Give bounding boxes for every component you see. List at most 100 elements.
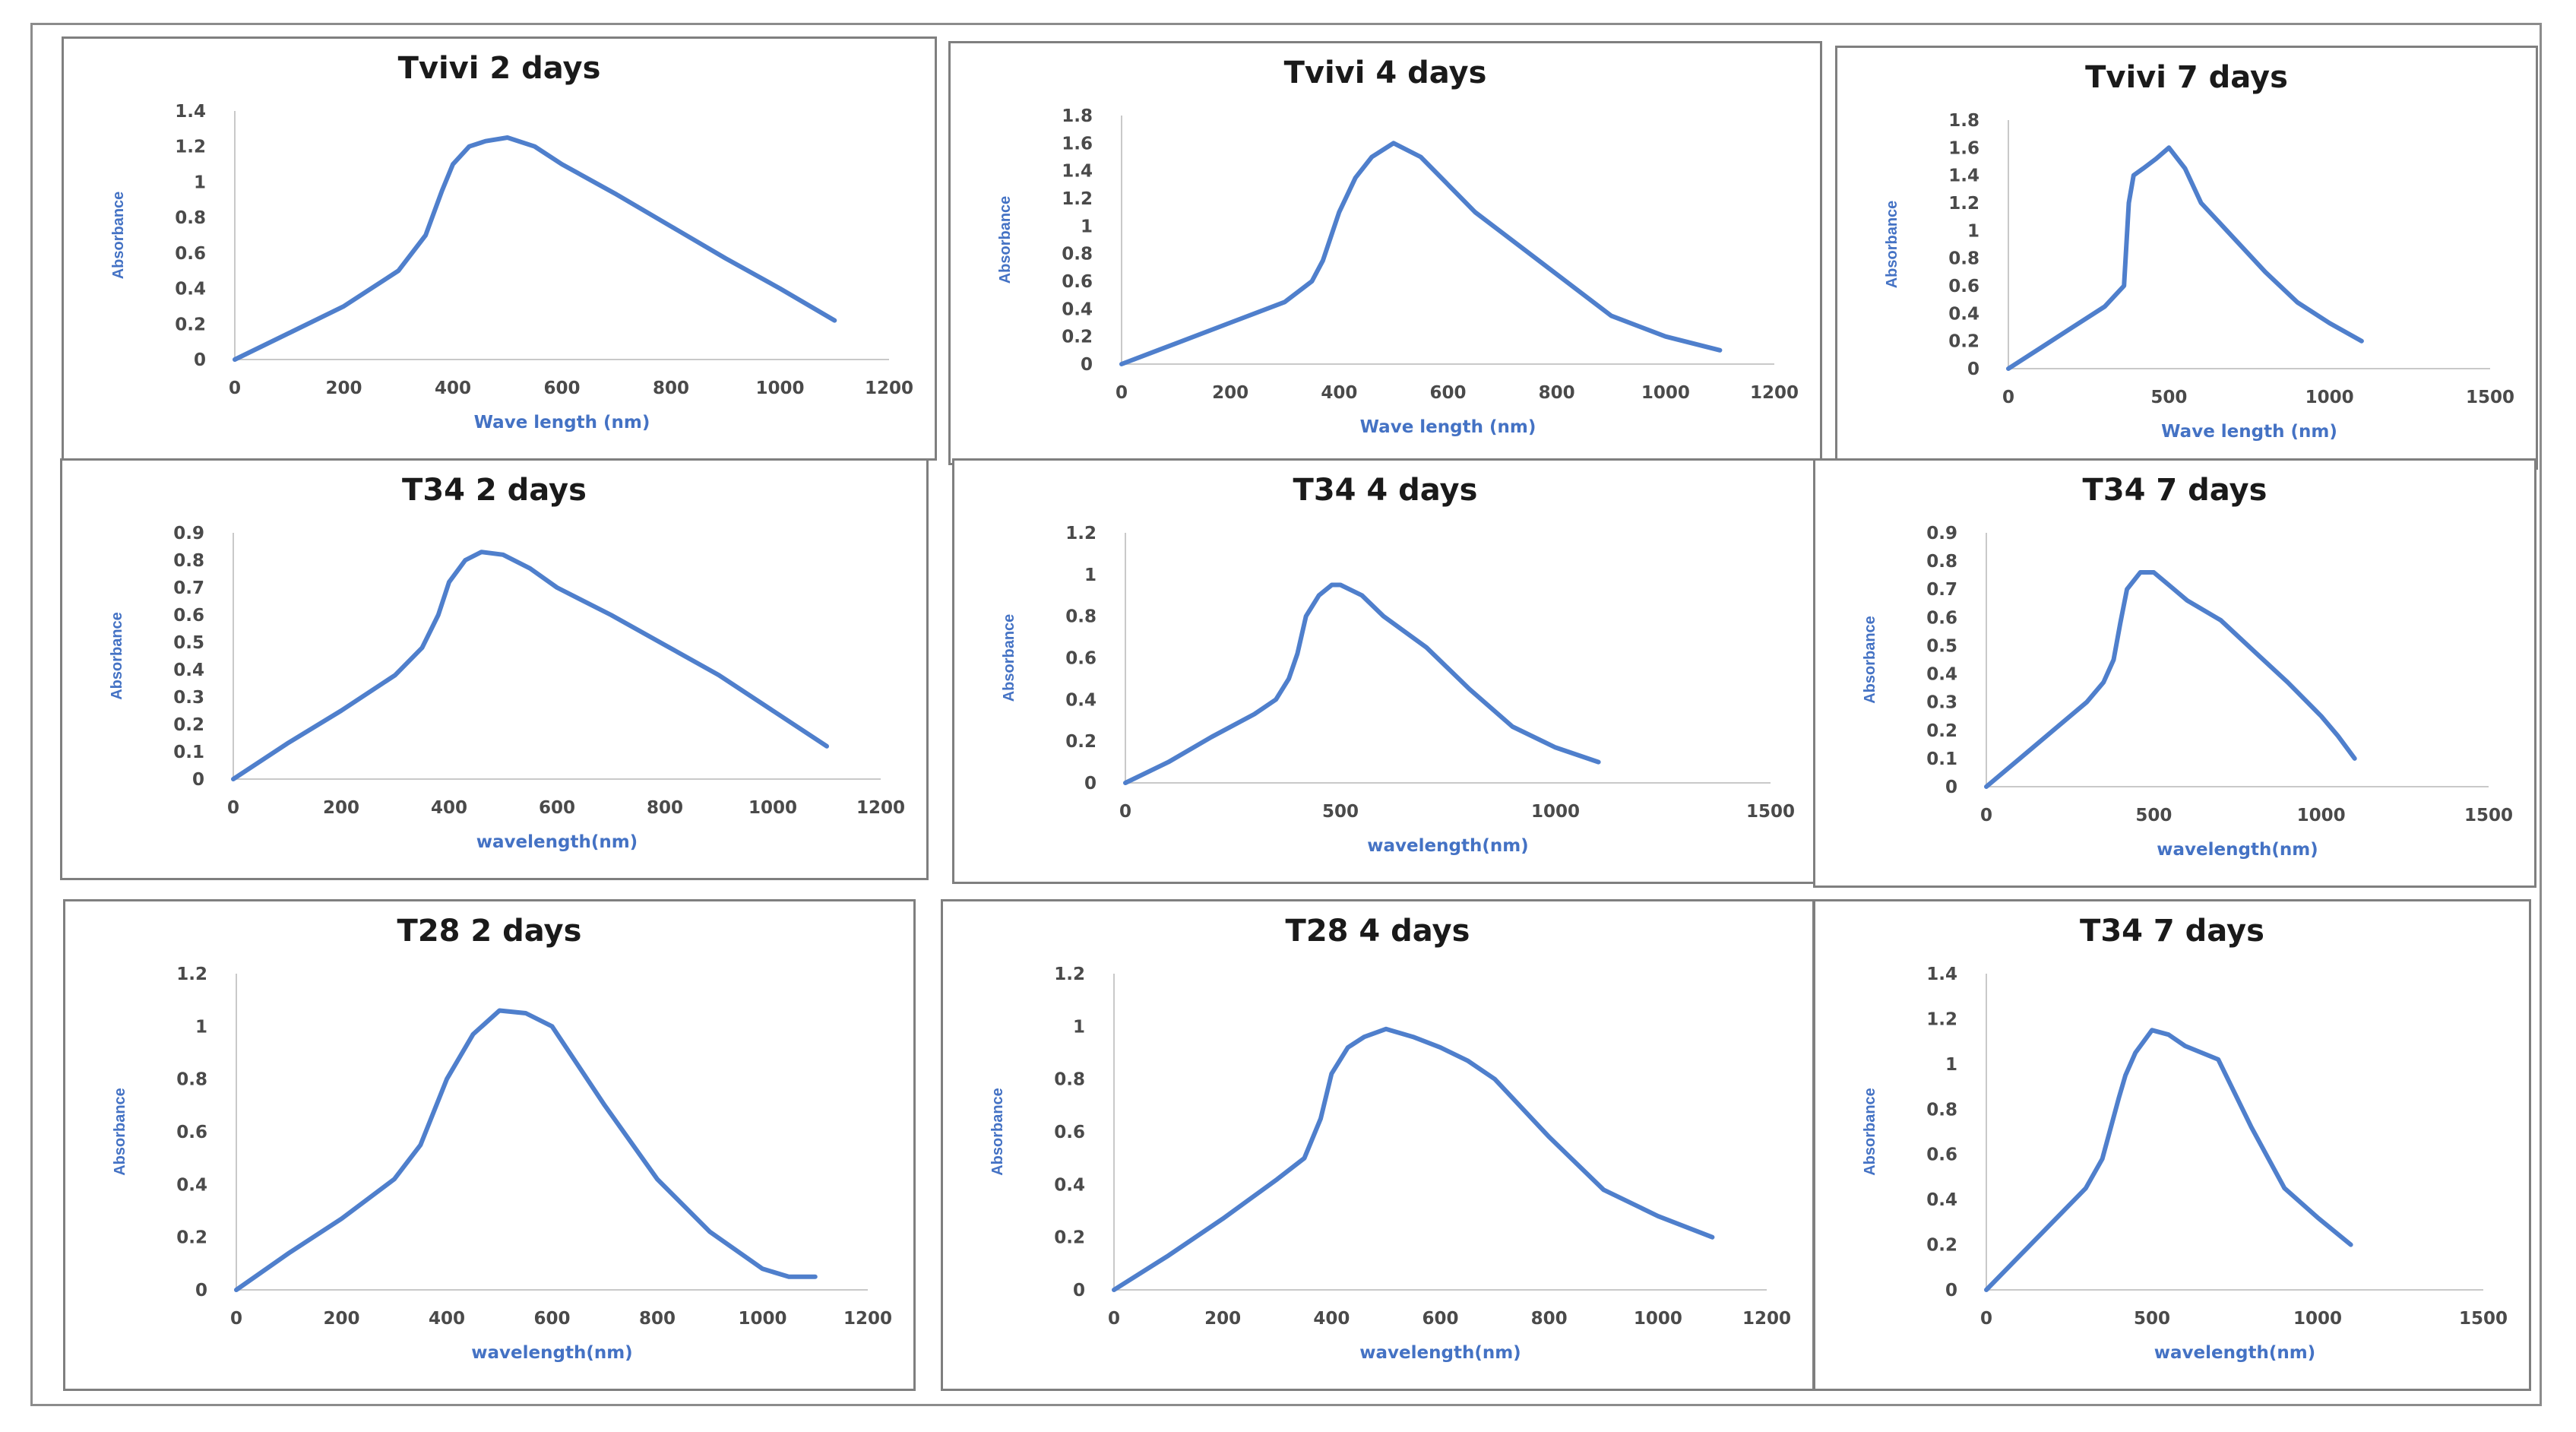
- y-tick-label: 0.8: [1948, 249, 1979, 269]
- x-axis-title: Wave length (nm): [1360, 417, 1536, 437]
- x-tick-label: 1000: [2293, 1309, 2342, 1329]
- y-tick-label: 0.6: [1926, 1145, 1957, 1165]
- y-tick-label: 0.2: [1054, 1228, 1085, 1248]
- y-tick-label: 0.6: [1054, 1123, 1085, 1142]
- x-tick-label: 1000: [2305, 388, 2354, 407]
- chart-panel-3: Tvivi 7 days 0 0.2 0.4 0.6 0.8 1 1.2 1.4 1.6 1.8 0 5…: [1835, 46, 2538, 470]
- x-axis-title: wavelength(nm): [476, 832, 638, 852]
- y-tick-label: 0.8: [1054, 1070, 1085, 1090]
- y-axis-title: Absorbance: [1862, 1088, 1878, 1176]
- y-tick-label: 0.2: [1062, 328, 1093, 347]
- x-tick-label: 1000: [1641, 383, 1690, 403]
- y-tick-label: 0.4: [1948, 304, 1979, 324]
- x-tick-label: 400: [1313, 1309, 1350, 1329]
- y-tick-label: 0.5: [1926, 636, 1957, 656]
- y-axis-title: Absorbance: [112, 1088, 128, 1176]
- y-tick-label: 0.8: [1926, 552, 1957, 572]
- y-tick-label: 1: [1967, 221, 1979, 241]
- x-tick-label: 1000: [738, 1309, 786, 1329]
- chart-title: Tvivi 4 days: [1284, 55, 1487, 90]
- series-line-absorbance: [233, 135, 837, 362]
- x-tick-label: 800: [1531, 1309, 1568, 1329]
- y-tick-label: 0.6: [173, 606, 204, 626]
- y-tick-label: 0.3: [1926, 693, 1957, 713]
- y-tick-label: 0.6: [1065, 649, 1097, 669]
- y-tick-label: 1: [195, 1017, 207, 1037]
- y-axis-title: Absorbance: [989, 1088, 1006, 1176]
- x-tick-label: 1500: [1746, 802, 1795, 822]
- y-tick-label: 1.2: [1926, 1009, 1957, 1029]
- y-tick-label: 1: [1081, 217, 1093, 236]
- y-tick-label: 1.2: [175, 138, 206, 157]
- y-tick-label: 0.9: [173, 524, 204, 543]
- x-tick-label: 1200: [856, 798, 905, 818]
- y-tick-label: 1.4: [175, 102, 206, 122]
- x-tick-label: 200: [325, 379, 362, 398]
- y-tick-label: 0.9: [1926, 524, 1957, 543]
- x-axis-title: Wave length (nm): [474, 413, 650, 432]
- x-axis-title: wavelength(nm): [1359, 1343, 1521, 1363]
- x-tick-label: 400: [435, 379, 471, 398]
- y-tick-label: 0: [1945, 778, 1957, 797]
- chart-panel-4: T34 2 days 0 0.1 0.2 0.3 0.4 0.5 0.6 0.7 0.8 0.9 0 2…: [60, 458, 929, 880]
- y-tick-label: 1.8: [1062, 106, 1093, 126]
- chart-svg: T28 2 days 0 0.2 0.4 0.6 0.8 1 1.2 0 200 400 600 800…: [112, 914, 892, 1363]
- y-tick-label: 1.2: [1065, 524, 1097, 543]
- y-tick-label: 0.8: [175, 208, 206, 228]
- x-tick-label: 1500: [2459, 1309, 2508, 1329]
- chart-svg: Tvivi 4 days 0 0.2 0.4 0.6 0.8 1 1.2 1.4 1.6 1.8 0 2…: [997, 55, 1799, 437]
- y-tick-label: 1.2: [1948, 194, 1979, 214]
- x-tick-label: 1200: [843, 1309, 892, 1329]
- y-tick-label: 0.7: [1926, 580, 1957, 600]
- series-line-absorbance: [1119, 141, 1723, 366]
- x-axis-title: wavelength(nm): [471, 1343, 632, 1363]
- y-tick-label: 0.1: [1926, 749, 1957, 769]
- x-tick-label: 1200: [1742, 1309, 1791, 1329]
- y-tick-label: 0.8: [1926, 1100, 1957, 1120]
- y-tick-label: 0.4: [175, 280, 206, 299]
- x-tick-label: 800: [653, 379, 689, 398]
- y-tick-label: 0.4: [1065, 690, 1097, 710]
- y-tick-label: 0.8: [1065, 607, 1097, 627]
- y-tick-label: 0.1: [173, 743, 204, 762]
- y-tick-label: 1: [194, 173, 206, 192]
- y-tick-label: 0.2: [1926, 721, 1957, 741]
- chart-title: T34 4 days: [1293, 473, 1478, 508]
- y-tick-label: 1.4: [1926, 965, 1957, 984]
- chart-svg: T28 4 days 0 0.2 0.4 0.6 0.8 1 1.2 0 200 400 600 800…: [989, 914, 1791, 1363]
- y-tick-label: 1.2: [1054, 965, 1085, 984]
- x-tick-label: 400: [431, 798, 467, 818]
- y-tick-label: 0.4: [1926, 665, 1957, 685]
- chart-panel-1: Tvivi 2 days 0 0.2 0.4 0.6 0.8 1 1.2 1.4 0 200 400 6…: [62, 36, 937, 461]
- chart-panel-7: T28 2 days 0 0.2 0.4 0.6 0.8 1 1.2 0 200 400 600 800…: [63, 899, 916, 1391]
- y-tick-label: 1: [1945, 1055, 1957, 1075]
- y-tick-label: 0.4: [1054, 1175, 1085, 1195]
- y-tick-label: 0.7: [173, 578, 204, 598]
- x-axis-title: wavelength(nm): [2154, 1343, 2315, 1363]
- x-tick-label: 200: [1212, 383, 1248, 403]
- chart-svg: T34 7 days 0 0.1 0.2 0.3 0.4 0.5 0.6 0.7 0.8 0.9 0 5…: [1862, 473, 2513, 860]
- y-tick-label: 0.2: [1948, 332, 1979, 352]
- y-axis-title: Absorbance: [109, 612, 125, 700]
- x-tick-label: 1000: [1634, 1309, 1682, 1329]
- y-tick-label: 0.6: [175, 244, 206, 264]
- x-tick-label: 200: [323, 798, 359, 818]
- y-tick-label: 1.4: [1948, 166, 1979, 186]
- series-line-absorbance: [2006, 145, 2364, 371]
- y-tick-label: 0.2: [175, 315, 206, 334]
- y-tick-label: 1.2: [176, 965, 207, 984]
- y-tick-label: 1: [1084, 566, 1097, 585]
- chart-svg: T34 7 days 0 0.2 0.4 0.6 0.8 1 1.2 1.4 0 500 1000 15…: [1862, 914, 2508, 1363]
- series-line-absorbance: [234, 1008, 818, 1292]
- y-tick-label: 0: [1084, 774, 1097, 794]
- y-tick-label: 0.8: [173, 551, 204, 571]
- y-tick-label: 0: [192, 770, 204, 790]
- chart-title: T28 2 days: [397, 914, 582, 949]
- x-tick-label: 0: [1119, 802, 1131, 822]
- x-tick-label: 400: [1321, 383, 1357, 403]
- chart-panel-2: Tvivi 4 days 0 0.2 0.4 0.6 0.8 1 1.2 1.4 1.6 1.8 0 2…: [948, 41, 1822, 465]
- chart-title: Tvivi 7 days: [2085, 60, 2288, 95]
- series-line-absorbance: [1984, 570, 2357, 789]
- x-tick-label: 1500: [2464, 806, 2513, 825]
- x-tick-label: 1000: [1531, 802, 1580, 822]
